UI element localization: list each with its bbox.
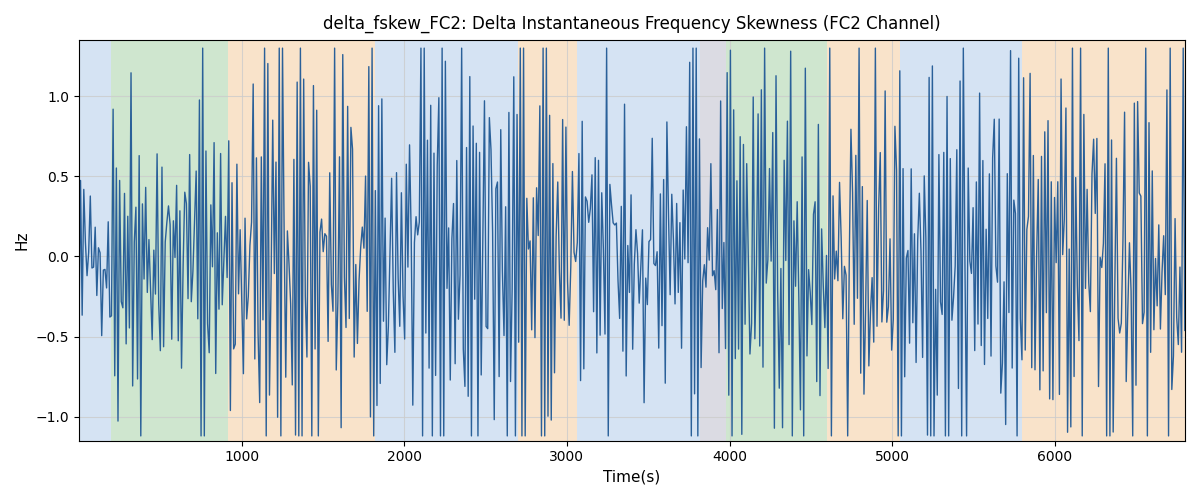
- Bar: [701, 40, 726, 440]
- Bar: [79, 40, 110, 440]
- Bar: [900, 40, 1022, 440]
- Bar: [110, 40, 228, 440]
- X-axis label: Time(s): Time(s): [604, 470, 660, 485]
- Bar: [228, 40, 374, 440]
- Y-axis label: Hz: Hz: [14, 230, 30, 250]
- Bar: [577, 40, 701, 440]
- Bar: [827, 40, 900, 440]
- Bar: [374, 40, 518, 440]
- Bar: [726, 40, 827, 440]
- Bar: [518, 40, 577, 440]
- Bar: [1022, 40, 1186, 440]
- Title: delta_fskew_FC2: Delta Instantaneous Frequency Skewness (FC2 Channel): delta_fskew_FC2: Delta Instantaneous Fre…: [323, 15, 941, 34]
